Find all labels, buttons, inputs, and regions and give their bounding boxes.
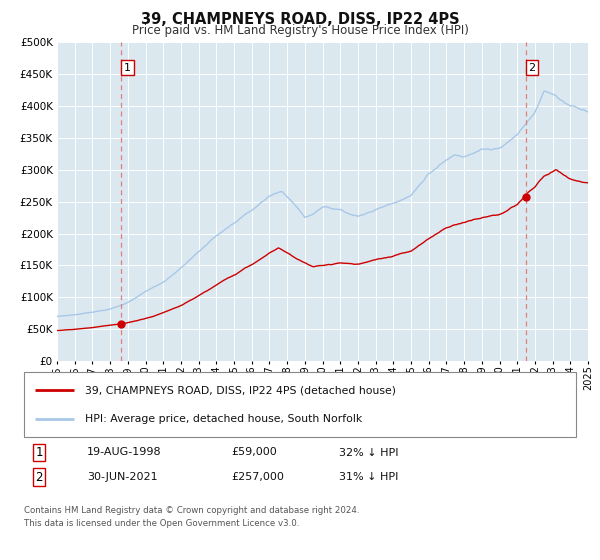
Text: HPI: Average price, detached house, South Norfolk: HPI: Average price, detached house, Sout… — [85, 414, 362, 424]
Text: 1: 1 — [124, 63, 131, 73]
Text: 39, CHAMPNEYS ROAD, DISS, IP22 4PS (detached house): 39, CHAMPNEYS ROAD, DISS, IP22 4PS (deta… — [85, 385, 396, 395]
Text: 2: 2 — [529, 63, 536, 73]
Text: Price paid vs. HM Land Registry's House Price Index (HPI): Price paid vs. HM Land Registry's House … — [131, 24, 469, 36]
Text: £59,000: £59,000 — [231, 447, 277, 458]
Text: £257,000: £257,000 — [231, 472, 284, 482]
Text: Contains HM Land Registry data © Crown copyright and database right 2024.: Contains HM Land Registry data © Crown c… — [24, 506, 359, 515]
Text: 31% ↓ HPI: 31% ↓ HPI — [339, 472, 398, 482]
Text: 39, CHAMPNEYS ROAD, DISS, IP22 4PS: 39, CHAMPNEYS ROAD, DISS, IP22 4PS — [140, 12, 460, 27]
Text: This data is licensed under the Open Government Licence v3.0.: This data is licensed under the Open Gov… — [24, 519, 299, 528]
Text: 30-JUN-2021: 30-JUN-2021 — [87, 472, 158, 482]
Text: 2: 2 — [35, 470, 43, 484]
Text: 32% ↓ HPI: 32% ↓ HPI — [339, 447, 398, 458]
Text: 19-AUG-1998: 19-AUG-1998 — [87, 447, 161, 458]
Text: 1: 1 — [35, 446, 43, 459]
